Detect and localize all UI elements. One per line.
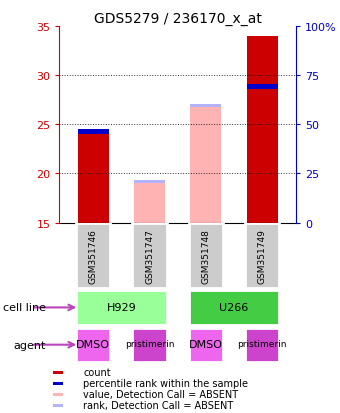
Bar: [53, 371, 63, 374]
Bar: [134, 181, 165, 184]
Bar: [53, 404, 63, 406]
Bar: [189, 328, 223, 362]
Text: rank, Detection Call = ABSENT: rank, Detection Call = ABSENT: [83, 400, 233, 410]
Title: GDS5279 / 236170_x_at: GDS5279 / 236170_x_at: [94, 12, 261, 26]
Bar: [76, 224, 110, 288]
Bar: [76, 328, 110, 362]
Bar: [189, 224, 223, 288]
Text: H929: H929: [106, 302, 136, 312]
Text: cell line: cell line: [3, 303, 46, 313]
Bar: [189, 291, 279, 325]
Bar: [76, 291, 167, 325]
Text: U266: U266: [219, 302, 249, 312]
Text: pristimerin: pristimerin: [125, 339, 174, 349]
Bar: [245, 328, 279, 362]
Text: agent: agent: [14, 340, 46, 350]
Text: GSM351749: GSM351749: [257, 229, 267, 283]
Bar: [132, 224, 167, 288]
Text: DMSO: DMSO: [189, 339, 223, 349]
Text: count: count: [83, 368, 110, 377]
Text: value, Detection Call = ABSENT: value, Detection Call = ABSENT: [83, 389, 238, 399]
Bar: [190, 105, 221, 107]
Bar: [246, 37, 277, 223]
Bar: [53, 393, 63, 396]
Text: pristimerin: pristimerin: [237, 339, 287, 349]
Text: GSM351748: GSM351748: [201, 229, 210, 283]
Bar: [190, 107, 221, 223]
Bar: [132, 328, 167, 362]
Bar: [53, 382, 63, 385]
Bar: [246, 85, 277, 90]
Bar: [245, 224, 279, 288]
Text: percentile rank within the sample: percentile rank within the sample: [83, 378, 248, 388]
Text: DMSO: DMSO: [76, 339, 110, 349]
Bar: [78, 135, 109, 223]
Bar: [134, 184, 165, 223]
Text: GSM351746: GSM351746: [89, 229, 98, 283]
Text: GSM351747: GSM351747: [145, 229, 154, 283]
Bar: [78, 130, 109, 135]
